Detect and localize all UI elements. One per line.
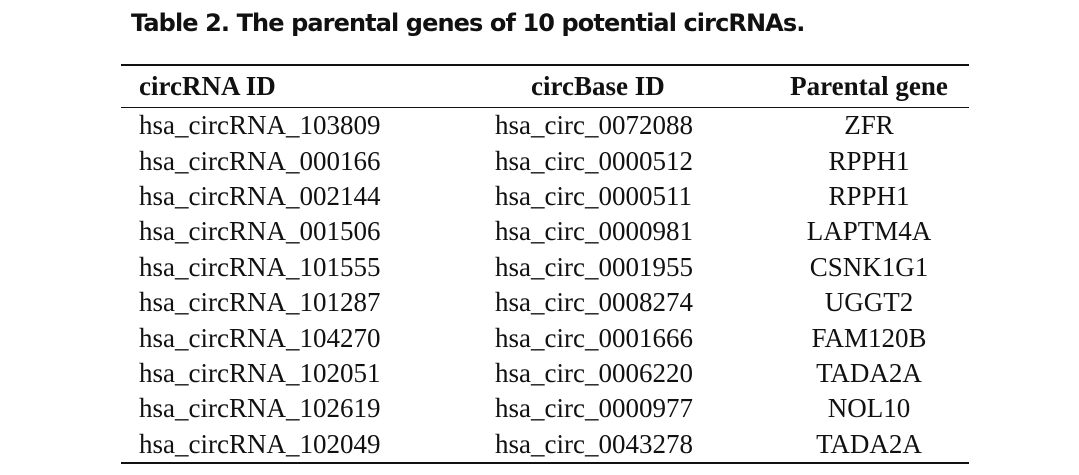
column-header-parental-gene: Parental gene [790,71,948,101]
cell-parental-gene: NOL10 [827,393,911,424]
cell-circbase-id: hsa_circ_0001955 [495,251,693,282]
cell-circrna-id: hsa_circRNA_103809 [139,110,381,141]
cell-parental-gene: FAM120B [811,322,927,353]
cell-circrna-id: hsa_circRNA_102051 [139,357,381,388]
cell-circrna-id: hsa_circRNA_102049 [139,428,381,459]
cell-parental-gene: LAPTM4A [806,216,932,247]
table-caption: Table 2. The parental genes of 10 potent… [131,9,805,37]
table-container: circRNA ID circBase ID Parental gene hsa… [121,64,969,464]
cell-circrna-id: hsa_circRNA_000166 [139,145,381,176]
cell-parental-gene: UGGT2 [824,287,914,318]
table-row: hsa_circRNA_102049 hsa_circ_0043278 TADA… [121,427,969,463]
table-row: hsa_circRNA_001506 hsa_circ_0000981 LAPT… [121,214,969,249]
cell-circrna-id: hsa_circRNA_001506 [139,216,381,247]
cell-circbase-id: hsa_circ_0043278 [495,428,693,459]
table-row: hsa_circRNA_000166 hsa_circ_0000512 RPPH… [121,143,969,178]
table-row: hsa_circRNA_101287 hsa_circ_0008274 UGGT… [121,285,969,320]
cell-circrna-id: hsa_circRNA_002144 [139,180,381,211]
cell-parental-gene: ZFR [844,110,894,141]
cell-circrna-id: hsa_circRNA_101555 [139,251,381,282]
table-row: hsa_circRNA_102051 hsa_circ_0006220 TADA… [121,356,969,391]
circrna-table: circRNA ID circBase ID Parental gene hsa… [121,64,969,464]
cell-parental-gene: CSNK1G1 [809,251,929,282]
cell-circbase-id: hsa_circ_0000512 [495,145,693,176]
table-row: hsa_circRNA_103809 hsa_circ_0072088 ZFR [121,108,969,144]
table-row: hsa_circRNA_002144 hsa_circ_0000511 RPPH… [121,179,969,214]
cell-circbase-id: hsa_circ_0008274 [495,287,693,318]
table-header-row: circRNA ID circBase ID Parental gene [121,65,969,108]
cell-circbase-id: hsa_circ_0000977 [495,393,693,424]
cell-circrna-id: hsa_circRNA_102619 [139,393,381,424]
table-row: hsa_circRNA_104270 hsa_circ_0001666 FAM1… [121,320,969,355]
cell-circbase-id: hsa_circ_0072088 [495,110,693,141]
cell-circrna-id: hsa_circRNA_101287 [139,287,381,318]
column-header-circbase-id: circBase ID [531,71,665,101]
cell-parental-gene: RPPH1 [828,180,910,211]
cell-circbase-id: hsa_circ_0000981 [495,216,693,247]
cell-circbase-id: hsa_circ_0006220 [495,357,693,388]
cell-parental-gene: RPPH1 [828,145,910,176]
cell-circbase-id: hsa_circ_0000511 [495,180,692,211]
column-header-circrna-id: circRNA ID [139,71,276,101]
table-row: hsa_circRNA_101555 hsa_circ_0001955 CSNK… [121,250,969,285]
cell-parental-gene: TADA2A [816,357,922,388]
cell-circbase-id: hsa_circ_0001666 [495,322,693,353]
cell-parental-gene: TADA2A [816,428,922,459]
table-row: hsa_circRNA_102619 hsa_circ_0000977 NOL1… [121,391,969,426]
cell-circrna-id: hsa_circRNA_104270 [139,322,381,353]
